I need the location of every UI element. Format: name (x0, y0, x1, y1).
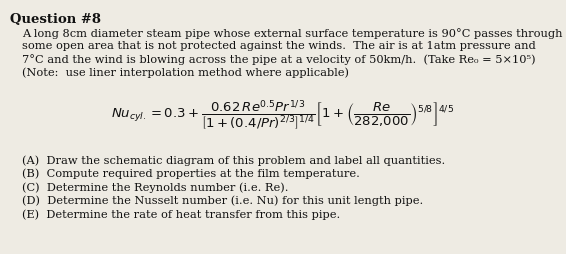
Text: A long 8cm diameter steam pipe whose external surface temperature is 90°C passes: A long 8cm diameter steam pipe whose ext… (22, 28, 563, 39)
Text: (C)  Determine the Reynolds number (i.e. Re).: (C) Determine the Reynolds number (i.e. … (22, 182, 289, 193)
Text: 7°C and the wind is blowing across the pipe at a velocity of 50km/h.  (Take Re₀ : 7°C and the wind is blowing across the p… (22, 54, 535, 65)
Text: (B)  Compute required properties at the film temperature.: (B) Compute required properties at the f… (22, 168, 360, 179)
Text: (Note:  use liner interpolation method where applicable): (Note: use liner interpolation method wh… (22, 67, 349, 77)
Text: (E)  Determine the rate of heat transfer from this pipe.: (E) Determine the rate of heat transfer … (22, 209, 340, 219)
Text: Question #8: Question #8 (10, 13, 101, 26)
Text: (A)  Draw the schematic diagram of this problem and label all quantities.: (A) Draw the schematic diagram of this p… (22, 155, 445, 166)
Text: (D)  Determine the Nusselt number (i.e. Nu) for this unit length pipe.: (D) Determine the Nusselt number (i.e. N… (22, 196, 423, 206)
Text: some open area that is not protected against the winds.  The air is at 1atm pres: some open area that is not protected aga… (22, 41, 536, 51)
Text: $Nu_{cyl.} = 0.3 + \dfrac{0.62\,Re^{0.5}Pr^{1/3}}{\left[1+(0.4/Pr)^{2/3}\right]^: $Nu_{cyl.} = 0.3 + \dfrac{0.62\,Re^{0.5}… (112, 98, 454, 132)
